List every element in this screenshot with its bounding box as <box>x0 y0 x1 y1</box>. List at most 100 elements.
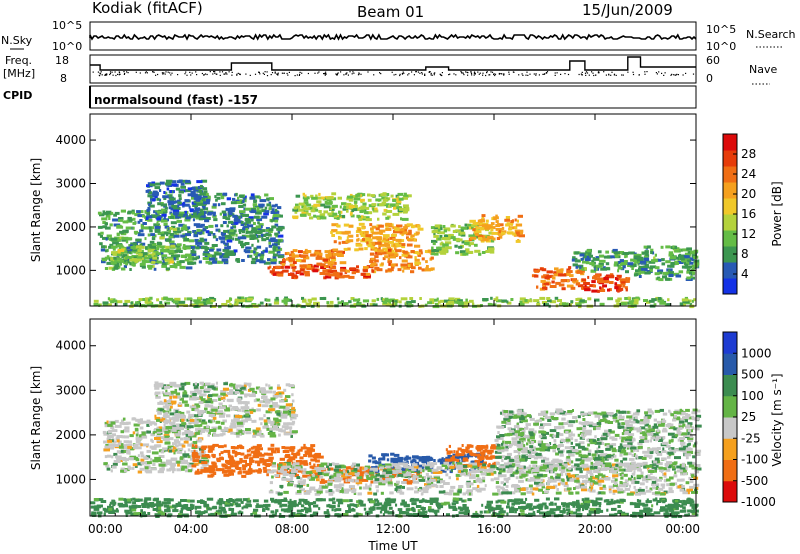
heatmap-cell <box>138 253 143 257</box>
power-y-label: Slant Range [km] <box>29 158 43 262</box>
heatmap-cell <box>171 204 178 208</box>
nave-dot <box>529 73 531 75</box>
heatmap-cell <box>169 462 176 466</box>
heatmap-cell <box>243 207 246 211</box>
heatmap-cell <box>102 225 108 229</box>
heatmap-cell <box>131 417 137 421</box>
heatmap-cell <box>253 399 257 403</box>
heatmap-cell <box>175 207 181 210</box>
heatmap-cell <box>144 466 149 470</box>
heatmap-cell <box>201 445 207 449</box>
heatmap-cell <box>470 453 476 457</box>
heatmap-cell <box>474 453 481 457</box>
heatmap-cell <box>390 452 395 456</box>
heatmap-cell <box>337 468 342 472</box>
heatmap-cell <box>480 238 488 242</box>
heatmap-cell <box>605 262 610 266</box>
heatmap-cell <box>135 248 140 252</box>
heatmap-cell <box>307 298 312 302</box>
heatmap-cell <box>237 296 244 300</box>
heatmap-cell <box>418 249 423 253</box>
heatmap-cell <box>203 251 210 255</box>
heatmap-cell <box>204 468 211 472</box>
heatmap-cell <box>245 463 252 466</box>
heatmap-cell <box>281 263 286 266</box>
heatmap-cell <box>306 267 313 270</box>
heatmap-cell <box>166 419 171 423</box>
heatmap-cell <box>354 203 357 207</box>
heatmap-cell <box>194 403 199 407</box>
heatmap-cell <box>238 205 244 208</box>
heatmap-cell <box>555 281 561 285</box>
heatmap-cell <box>113 452 118 456</box>
nave-dot <box>294 75 296 77</box>
heatmap-cell <box>674 262 679 265</box>
heatmap-cell <box>166 459 172 463</box>
heatmap-cell <box>265 237 270 240</box>
heatmap-cell <box>390 263 396 267</box>
heatmap-cell <box>245 227 249 231</box>
heatmap-cell <box>298 463 302 467</box>
heatmap-cell <box>192 459 200 463</box>
heatmap-cell <box>396 244 402 248</box>
heatmap-cell <box>279 457 285 461</box>
heatmap-cell <box>403 226 408 230</box>
heatmap-cell <box>390 194 394 198</box>
heatmap-cell <box>245 428 251 431</box>
heatmap-cell <box>291 410 296 414</box>
heatmap-cell <box>436 297 439 301</box>
heatmap-cell <box>217 260 223 264</box>
heatmap-cell <box>179 456 183 460</box>
heatmap-cell <box>655 296 659 300</box>
date-label: 15/Jun/2009 <box>582 1 673 19</box>
heatmap-cell <box>315 459 320 463</box>
heatmap-cell <box>160 233 165 237</box>
heatmap-cell <box>244 460 247 463</box>
heatmap-cell <box>607 297 613 301</box>
heatmap-cell <box>357 237 360 241</box>
heatmap-cell <box>211 399 218 402</box>
heatmap-cell <box>267 452 273 456</box>
heatmap-cell <box>178 194 182 198</box>
heatmap-cell <box>364 469 368 473</box>
heatmap-cell <box>152 431 155 435</box>
heatmap-cell <box>233 218 241 222</box>
nave-dot <box>112 74 114 76</box>
heatmap-cell <box>306 451 313 455</box>
heatmap-cell <box>219 212 222 216</box>
heatmap-cell <box>178 211 184 215</box>
heatmap-cell <box>220 196 225 200</box>
heatmap-cell <box>176 260 181 264</box>
heatmap-cell <box>118 459 123 462</box>
heatmap-cell <box>264 400 271 404</box>
heatmap-cell <box>219 236 226 240</box>
heatmap-cell <box>174 244 179 248</box>
heatmap-cell <box>133 423 140 427</box>
heatmap-cell <box>368 459 372 463</box>
heatmap-cell <box>114 238 121 242</box>
heatmap-cell <box>174 415 181 419</box>
heatmap-cell <box>369 303 376 307</box>
heatmap-cell <box>401 217 409 221</box>
heatmap-cell <box>271 450 277 454</box>
heatmap-cell <box>205 301 213 305</box>
heatmap-cell <box>585 261 590 265</box>
heatmap-cell <box>362 238 365 242</box>
heatmap-cell <box>291 452 294 456</box>
nave-dot <box>258 71 260 73</box>
heatmap-cell <box>310 253 316 257</box>
nave-dot <box>485 74 487 77</box>
heatmap-cell <box>385 228 392 231</box>
heatmap-cell <box>131 209 135 213</box>
heatmap-cell <box>319 297 327 300</box>
heatmap-cell <box>128 218 133 222</box>
nave-dot <box>448 74 450 76</box>
heatmap-cell <box>308 454 314 458</box>
heatmap-cell <box>193 386 198 390</box>
heatmap-cell <box>470 224 478 227</box>
heatmap-cell <box>313 463 316 467</box>
nave-dot <box>100 71 102 73</box>
heatmap-cell <box>456 301 463 305</box>
heatmap-cell <box>201 421 208 425</box>
heatmap-cell <box>361 478 369 482</box>
